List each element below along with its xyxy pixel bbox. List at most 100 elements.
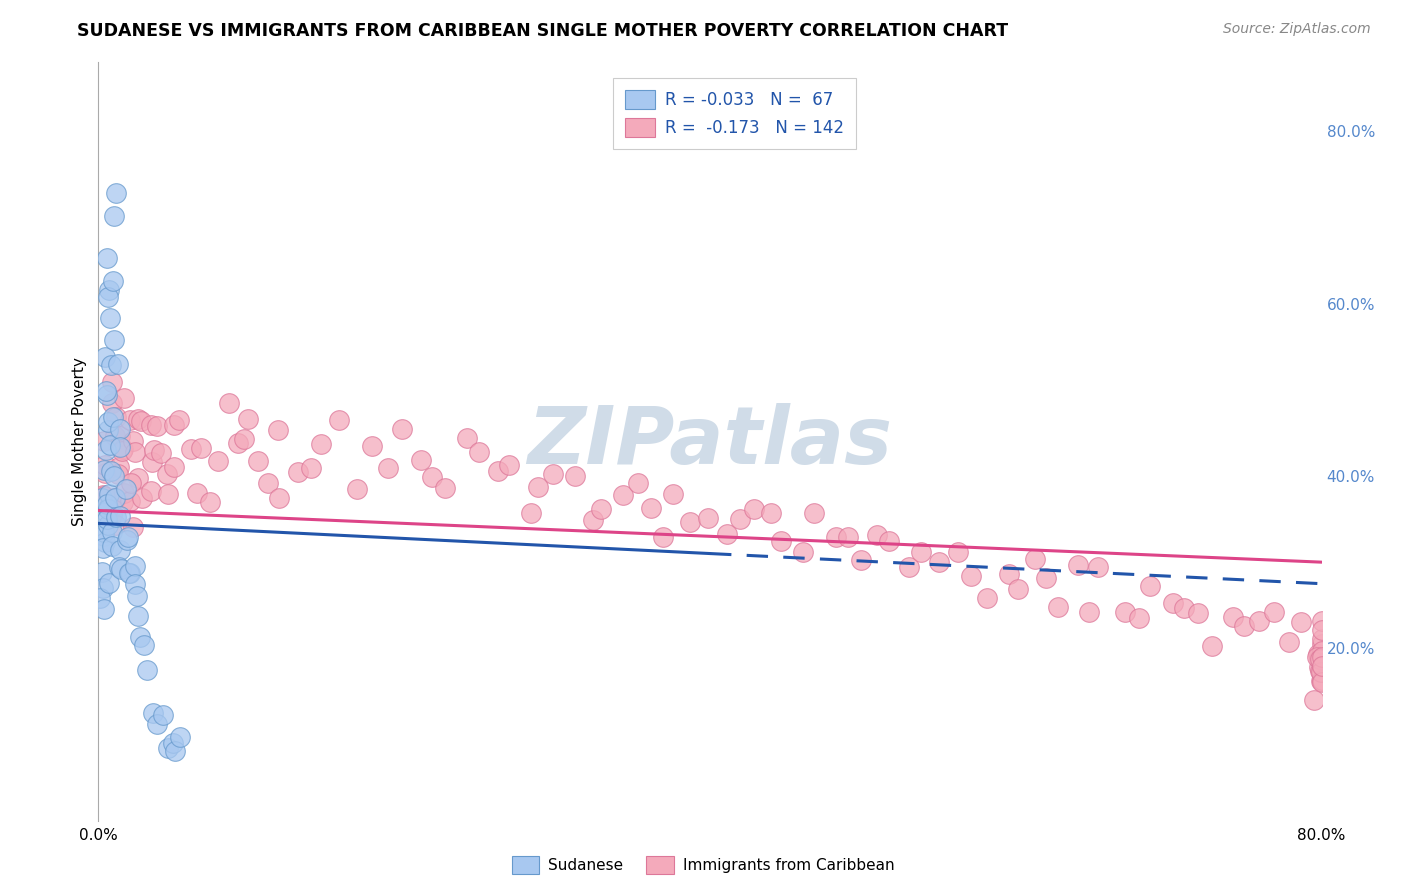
Point [121, 434, 143, 449]
Point [456, 431, 478, 445]
Point [107, 467, 129, 482]
Point [104, 491, 127, 505]
Point [849, 553, 872, 567]
Point [960, 569, 983, 583]
Point [627, 476, 650, 491]
Point [409, 453, 432, 467]
Point [104, 186, 127, 200]
Point [94, 443, 117, 458]
Point [361, 439, 384, 453]
Point [94, 458, 117, 472]
Point [1310, 623, 1333, 637]
Point [91, 565, 114, 579]
Point [928, 555, 950, 569]
Point [519, 506, 541, 520]
Point [679, 515, 702, 529]
Point [803, 506, 825, 520]
Point [120, 494, 142, 508]
Point [94, 505, 117, 519]
Point [93, 463, 115, 477]
Point [1310, 637, 1333, 651]
Point [1024, 552, 1046, 566]
Point [104, 410, 127, 425]
Point [612, 487, 634, 501]
Y-axis label: Single Mother Poverty: Single Mother Poverty [72, 357, 87, 526]
Point [110, 562, 132, 576]
Point [825, 530, 848, 544]
Point [142, 706, 165, 720]
Point [104, 510, 127, 524]
Point [1289, 615, 1312, 630]
Point [1263, 605, 1285, 619]
Point [246, 454, 269, 468]
Point [115, 533, 138, 547]
Point [111, 494, 134, 508]
Point [837, 530, 859, 544]
Point [93, 602, 115, 616]
Point [1310, 674, 1333, 689]
Point [696, 511, 718, 525]
Point [117, 530, 139, 544]
Point [108, 508, 131, 523]
Point [96, 512, 118, 526]
Point [218, 395, 240, 409]
Point [1310, 673, 1333, 688]
Point [792, 545, 814, 559]
Point [1161, 596, 1184, 610]
Point [1310, 649, 1333, 664]
Point [103, 334, 125, 348]
Point [118, 413, 141, 427]
Point [1139, 579, 1161, 593]
Point [96, 497, 118, 511]
Point [103, 491, 125, 506]
Point [328, 413, 350, 427]
Point [236, 412, 259, 426]
Point [124, 445, 146, 459]
Point [111, 444, 134, 458]
Point [127, 609, 149, 624]
Point [1233, 618, 1256, 632]
Point [108, 560, 131, 574]
Point [1087, 560, 1109, 574]
Point [96, 384, 118, 399]
Point [299, 460, 322, 475]
Point [98, 310, 121, 325]
Point [543, 467, 565, 481]
Point [1306, 648, 1329, 662]
Point [1309, 664, 1331, 678]
Point [652, 530, 675, 544]
Point [98, 487, 121, 501]
Point [1310, 658, 1333, 673]
Point [110, 543, 132, 558]
Point [127, 471, 149, 485]
Point [468, 445, 491, 459]
Legend: R = -0.033   N =  67, R =  -0.173   N = 142: R = -0.033 N = 67, R = -0.173 N = 142 [613, 78, 856, 149]
Point [257, 475, 280, 490]
Point [129, 630, 152, 644]
Point [1278, 635, 1301, 649]
Point [1308, 652, 1330, 666]
Point [136, 663, 159, 677]
Point [163, 418, 186, 433]
Point [97, 290, 120, 304]
Point [93, 581, 115, 595]
Point [1303, 693, 1326, 707]
Point [104, 518, 127, 533]
Point [139, 417, 162, 432]
Point [582, 513, 605, 527]
Point [110, 440, 132, 454]
Point [564, 468, 586, 483]
Point [115, 483, 138, 497]
Point [101, 539, 124, 553]
Point [377, 460, 399, 475]
Text: SUDANESE VS IMMIGRANTS FROM CARIBBEAN SINGLE MOTHER POVERTY CORRELATION CHART: SUDANESE VS IMMIGRANTS FROM CARIBBEAN SI… [77, 22, 1008, 40]
Point [865, 528, 887, 542]
Point [1066, 558, 1088, 573]
Point [104, 491, 127, 505]
Point [976, 591, 998, 605]
Point [1308, 652, 1330, 666]
Point [152, 708, 174, 723]
Point [91, 491, 114, 506]
Point [1047, 600, 1070, 615]
Point [1128, 611, 1150, 625]
